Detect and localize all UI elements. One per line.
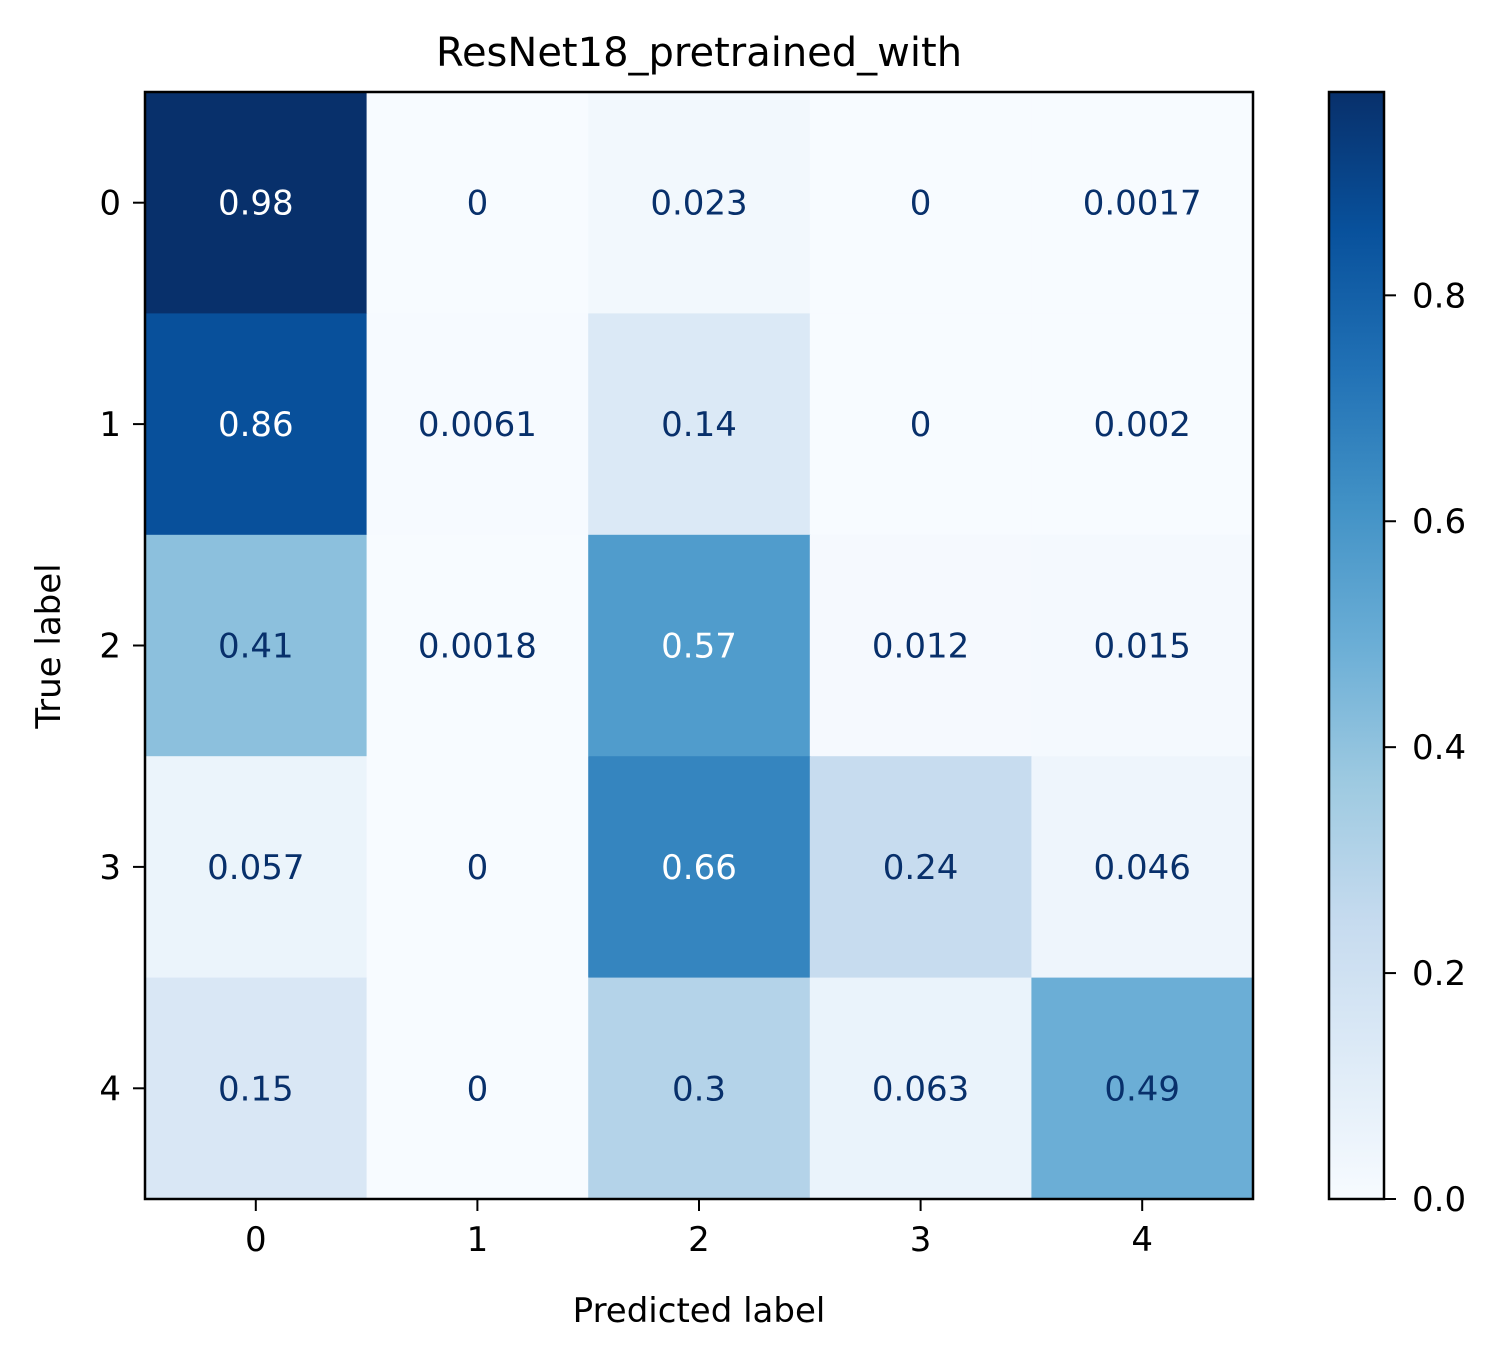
y-tick-label-2: 2 bbox=[99, 627, 121, 667]
cell-value-label-r3-c4: 0.046 bbox=[1094, 848, 1191, 888]
cell-value-label-r1-c0: 0.86 bbox=[218, 405, 294, 445]
cell-value-label-r2-c0: 0.41 bbox=[218, 627, 294, 667]
x-tick-label-0: 0 bbox=[245, 1220, 267, 1260]
heatmap-cell-r4-c3 bbox=[809, 977, 1032, 1200]
heatmap-cell-r3-c1 bbox=[366, 756, 589, 979]
cell-value-label-r2-c3: 0.012 bbox=[872, 627, 969, 667]
heatmap-cell-r1-c0 bbox=[145, 313, 368, 536]
heatmap-cell-labels: 0.98 0 0.023 0 0.0017 0.86 0.0061 0.14 0 0.002 0.4… bbox=[207, 184, 1202, 1110]
cell-value-label-r4-c4: 0.49 bbox=[1104, 1069, 1180, 1109]
colorbar-tick-label-2: 0.4 bbox=[1412, 728, 1466, 768]
heatmap-cell-r1-c3 bbox=[809, 313, 1032, 536]
cell-value-label-r2-c1: 0.0018 bbox=[418, 627, 537, 667]
heatmap-cell-r4-c1 bbox=[366, 977, 589, 1200]
cell-value-label-r3-c2: 0.66 bbox=[661, 848, 737, 888]
cell-value-label-r1-c4: 0.002 bbox=[1094, 405, 1191, 445]
heatmap-cell-r2-c0 bbox=[145, 534, 368, 757]
y-axis-title: True label bbox=[29, 563, 69, 729]
colorbar-tick-label-0: 0.0 bbox=[1412, 1180, 1466, 1220]
cell-value-label-r1-c3: 0 bbox=[910, 405, 932, 445]
colorbar-tick-label-4: 0.8 bbox=[1412, 276, 1466, 316]
heatmap-cell-r3-c0 bbox=[145, 756, 368, 979]
cell-value-label-r2-c2: 0.57 bbox=[661, 627, 737, 667]
y-tick-label-1: 1 bbox=[99, 405, 121, 445]
colorbar-tick-label-1: 0.2 bbox=[1412, 954, 1466, 994]
heatmap-cell-r3-c2 bbox=[588, 756, 811, 979]
cell-value-label-r3-c3: 0.24 bbox=[883, 848, 959, 888]
x-axis-ticks: 0 1 2 3 4 bbox=[245, 1199, 1153, 1260]
y-tick-label-0: 0 bbox=[99, 184, 121, 224]
cell-value-label-r3-c0: 0.057 bbox=[207, 848, 304, 888]
x-tick-label-1: 1 bbox=[467, 1220, 489, 1260]
colorbar-tick-label-3: 0.6 bbox=[1412, 502, 1466, 542]
x-tick-label-4: 4 bbox=[1131, 1220, 1153, 1260]
heatmap-cell-r4-c0 bbox=[145, 977, 368, 1200]
heatmap-cell-r0-c2 bbox=[588, 92, 811, 314]
x-axis-title: Predicted label bbox=[573, 1291, 826, 1331]
x-tick-label-3: 3 bbox=[910, 1220, 932, 1260]
colorbar-ticks: 0.0 0.2 0.4 0.6 0.8 bbox=[1384, 276, 1466, 1220]
chart-title: ResNet18_pretrained_with bbox=[436, 30, 962, 76]
y-tick-label-4: 4 bbox=[99, 1069, 121, 1109]
cell-value-label-r0-c4: 0.0017 bbox=[1083, 184, 1202, 224]
heatmap-cell-r2-c2 bbox=[588, 534, 811, 757]
cell-value-label-r0-c0: 0.98 bbox=[218, 184, 294, 224]
heatmap-cell-r0-c3 bbox=[809, 92, 1032, 314]
heatmap-cell-r1-c1 bbox=[366, 313, 589, 536]
cell-value-label-r0-c1: 0 bbox=[467, 184, 489, 224]
heatmap-cell-r0-c0 bbox=[145, 92, 368, 314]
heatmap-cell-r0-c1 bbox=[366, 92, 589, 314]
x-tick-label-2: 2 bbox=[688, 1220, 710, 1260]
heatmap-cell-r2-c3 bbox=[809, 534, 1032, 757]
heatmap-cell-r0-c4 bbox=[1031, 92, 1254, 314]
cell-value-label-r4-c0: 0.15 bbox=[218, 1069, 294, 1109]
cell-value-label-r4-c3: 0.063 bbox=[872, 1069, 969, 1109]
cell-value-label-r2-c4: 0.015 bbox=[1094, 627, 1191, 667]
cell-value-label-r3-c1: 0 bbox=[467, 848, 489, 888]
heatmap-cell-r4-c2 bbox=[588, 977, 811, 1200]
heatmap-cells bbox=[145, 92, 1254, 1200]
cell-value-label-r4-c2: 0.3 bbox=[672, 1069, 726, 1109]
colorbar bbox=[1327, 90, 1386, 1201]
heatmap-cell-r3-c4 bbox=[1031, 756, 1254, 979]
heatmap-cell-r1-c2 bbox=[588, 313, 811, 536]
cell-value-label-r4-c1: 0 bbox=[467, 1069, 489, 1109]
y-axis-ticks: 0 1 2 3 4 bbox=[99, 184, 145, 1109]
heatmap-cell-r4-c4 bbox=[1031, 977, 1254, 1200]
cell-value-label-r1-c1: 0.0061 bbox=[418, 405, 537, 445]
cell-value-label-r1-c2: 0.14 bbox=[661, 405, 737, 445]
heatmap-cell-r3-c3 bbox=[809, 756, 1032, 979]
cell-value-label-r0-c2: 0.023 bbox=[650, 184, 747, 224]
heatmap-cell-r2-c1 bbox=[366, 534, 589, 757]
heatmap-cell-r2-c4 bbox=[1031, 534, 1254, 757]
cell-value-label-r0-c3: 0 bbox=[910, 184, 932, 224]
y-tick-label-3: 3 bbox=[99, 848, 121, 888]
heatmap-cell-r1-c4 bbox=[1031, 313, 1254, 536]
